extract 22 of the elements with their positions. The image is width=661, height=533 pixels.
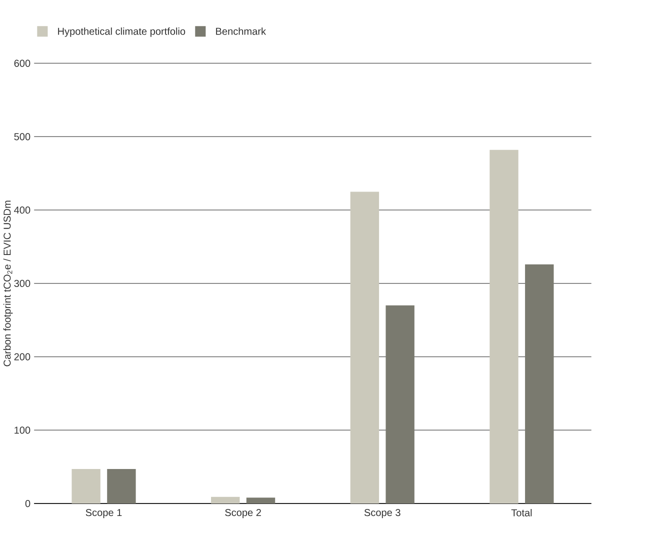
y-tick-label: 300	[14, 280, 30, 287]
bar	[107, 468, 136, 504]
y-tick-label: 200	[14, 353, 30, 360]
bar	[490, 150, 518, 504]
bar	[350, 192, 380, 504]
y-tick-label: 400	[14, 206, 30, 214]
y-tick-label: 600	[14, 60, 30, 67]
bar	[72, 468, 100, 504]
y-axis-title: Carbon footprint tCO$_{2}$e / EVIC USDm	[3, 200, 13, 366]
y-tick-label: 500	[14, 133, 30, 140]
legend-label: Hypothetical climate portfolio	[58, 27, 186, 37]
x-tick-label: Scope 3	[364, 508, 400, 518]
y-tick-label: 0	[25, 500, 30, 507]
y-tick-label: 100	[14, 426, 30, 434]
legend-label: Benchmark	[216, 27, 266, 35]
bar	[525, 264, 554, 504]
x-tick-label: Total	[511, 508, 532, 516]
bar	[211, 496, 240, 504]
x-tick-label: Scope 1	[86, 508, 122, 518]
bar	[246, 498, 276, 504]
x-tick-label: Scope 2	[225, 508, 261, 518]
bar	[386, 305, 414, 504]
